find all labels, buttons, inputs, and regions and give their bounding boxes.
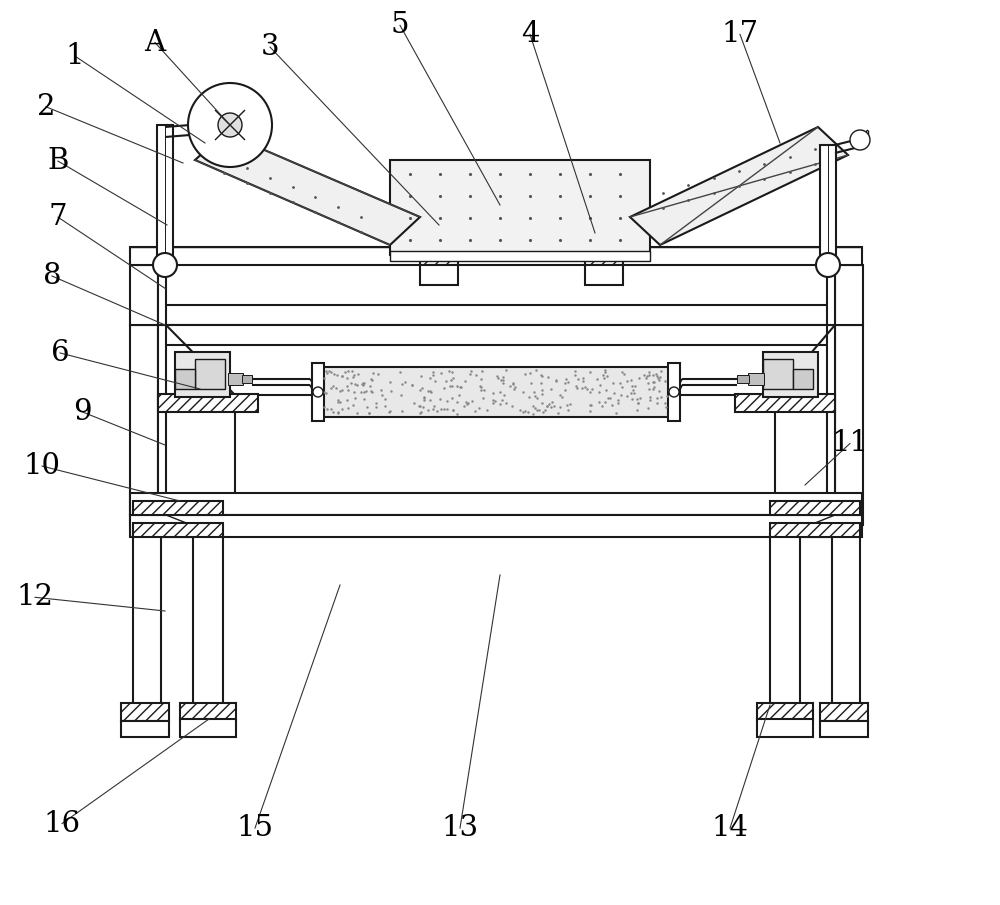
Text: 15: 15 — [237, 814, 274, 842]
Bar — [832, 535, 860, 705]
Bar — [390, 251, 650, 261]
Bar — [133, 535, 161, 705]
Text: 5: 5 — [391, 12, 409, 39]
Bar — [770, 523, 860, 537]
Bar — [158, 265, 166, 325]
Circle shape — [313, 387, 323, 397]
Bar — [130, 265, 158, 325]
Bar — [827, 265, 835, 325]
Text: 7: 7 — [49, 204, 67, 231]
Text: B: B — [47, 148, 69, 175]
Bar — [157, 125, 173, 265]
Bar — [155, 305, 840, 325]
Circle shape — [669, 387, 679, 397]
Text: A: A — [144, 29, 166, 56]
Bar — [757, 703, 813, 721]
Text: 11: 11 — [832, 430, 868, 457]
Text: 17: 17 — [721, 21, 759, 48]
Bar — [180, 703, 236, 721]
Bar — [175, 369, 195, 389]
Bar — [763, 352, 818, 397]
Bar — [835, 325, 863, 525]
Text: 14: 14 — [712, 814, 748, 842]
Text: 8: 8 — [43, 262, 61, 290]
Bar — [158, 394, 258, 412]
Bar — [318, 367, 674, 417]
Bar — [228, 373, 243, 385]
Bar — [737, 375, 749, 383]
Bar — [835, 265, 863, 325]
Bar — [668, 363, 680, 421]
Bar — [193, 535, 223, 705]
Bar — [121, 703, 169, 721]
Text: 16: 16 — [43, 810, 81, 837]
Text: 3: 3 — [261, 33, 279, 61]
Bar — [130, 325, 158, 525]
Text: 13: 13 — [441, 814, 479, 842]
Circle shape — [153, 253, 177, 277]
Bar — [312, 363, 324, 421]
Bar — [175, 352, 230, 397]
Bar — [130, 515, 862, 537]
Circle shape — [850, 130, 870, 150]
Bar — [155, 325, 840, 345]
Bar — [585, 185, 623, 265]
Circle shape — [188, 83, 272, 167]
Bar — [133, 501, 223, 515]
Text: 2: 2 — [37, 93, 55, 120]
Bar — [180, 719, 236, 737]
Bar — [763, 359, 793, 389]
Bar — [390, 160, 650, 255]
Circle shape — [816, 253, 840, 277]
Bar — [820, 721, 868, 737]
Bar — [195, 359, 225, 389]
Bar — [820, 145, 836, 265]
Bar — [121, 721, 169, 737]
Bar — [770, 501, 860, 515]
Text: 12: 12 — [16, 584, 54, 611]
Bar — [827, 325, 835, 525]
Polygon shape — [630, 127, 848, 245]
Bar — [242, 375, 252, 383]
Bar — [793, 369, 813, 389]
Bar — [757, 719, 813, 737]
Text: 6: 6 — [51, 339, 69, 367]
Bar — [158, 325, 166, 525]
Bar — [130, 493, 862, 515]
Bar — [133, 523, 223, 537]
Bar — [735, 394, 835, 412]
Text: 10: 10 — [24, 452, 60, 480]
Bar — [130, 247, 862, 265]
Circle shape — [218, 113, 242, 137]
Bar — [585, 265, 623, 285]
Bar — [748, 373, 764, 385]
Text: 4: 4 — [521, 21, 539, 48]
Polygon shape — [195, 133, 420, 245]
Bar — [420, 265, 458, 285]
Text: 9: 9 — [73, 398, 91, 425]
Bar — [420, 185, 458, 265]
Text: 1: 1 — [66, 43, 84, 70]
Bar — [820, 703, 868, 721]
Bar — [770, 535, 800, 705]
